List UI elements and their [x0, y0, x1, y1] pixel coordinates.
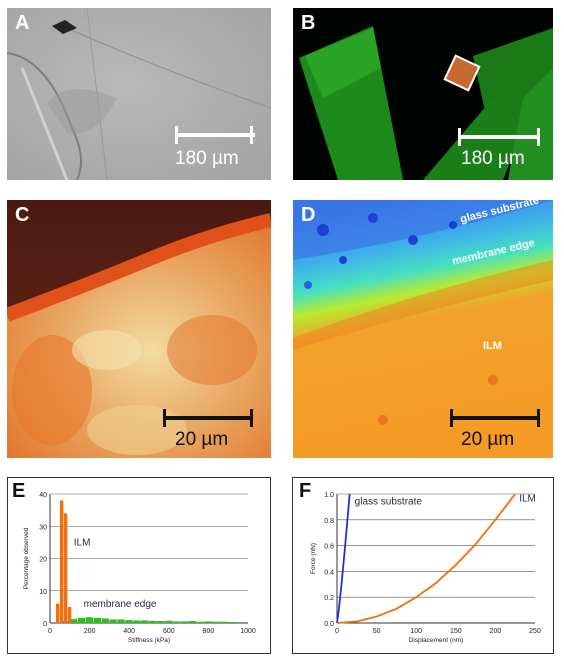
- force-y-tick-label: 0.0: [324, 621, 334, 628]
- hist-bar-membrane-edge: [69, 619, 78, 623]
- hist-x-tick-label: 200: [84, 628, 96, 635]
- hist-y-tick-label: 30: [39, 524, 47, 531]
- hist-bar-membrane-edge: [133, 620, 141, 623]
- hist-bar-membrane-edge: [125, 620, 133, 623]
- hist-bar-membrane-edge: [172, 621, 181, 623]
- hist-y-tick-label: 20: [39, 557, 47, 564]
- hist-bar-ilm: [55, 603, 60, 623]
- scale-label-d: 20 µm: [461, 429, 515, 450]
- scale-bar-b-tick-right: [537, 128, 540, 146]
- force-label-glass-substrate: glass substrate: [355, 496, 423, 507]
- scale-bar-b: [459, 135, 539, 139]
- hist-bar-membrane-edge: [228, 622, 236, 623]
- scale-label-a: 180 µm: [175, 148, 239, 169]
- scale-bar-a-tick-right: [250, 126, 253, 144]
- panel-label-e: E: [12, 480, 26, 502]
- force-x-tick-label: 0: [335, 628, 339, 635]
- force-label-ilm: ILM: [519, 494, 536, 505]
- hist-bar-membrane-edge: [156, 621, 165, 623]
- panel-label-d: D: [301, 204, 316, 226]
- hist-bar-membrane-edge: [93, 617, 101, 623]
- scale-bar-a: [175, 133, 255, 137]
- hist-bar-membrane-edge: [77, 617, 86, 623]
- force-y-tick-label: 0.4: [324, 569, 334, 576]
- force-x-tick-label: 250: [529, 628, 541, 635]
- scale-label-b: 180 µm: [461, 148, 525, 169]
- panel-label-c: C: [15, 204, 30, 226]
- force-y-tick-label: 0.6: [324, 544, 334, 551]
- panel-d-stiffness-map: D glass substrate membrane edge ILM 20 µ…: [293, 200, 553, 458]
- panel-e-histogram: E 0 10 20 30 40 0 200 400 600 800 1000 Stiffness (k…: [7, 477, 271, 654]
- panel-d-image: [293, 200, 553, 458]
- panel-a-image: [7, 8, 271, 180]
- hist-bar-membrane-edge: [109, 619, 117, 623]
- scale-bar-c-tick-left: [163, 409, 166, 427]
- force-x-tick-label: 150: [450, 628, 462, 635]
- annotation-ilm: ILM: [483, 340, 502, 352]
- force-y-tick-label: 0.8: [324, 518, 334, 525]
- force-x-axis-label: Displacement (nm): [409, 637, 464, 644]
- panel-c-topography: C 20 µm: [7, 200, 271, 458]
- panel-b-fluorescence: B 180 µm: [293, 8, 553, 180]
- force-curve-ilm: [336, 493, 516, 624]
- hist-bar-ilm: [67, 606, 72, 623]
- scale-label-c: 20 µm: [175, 429, 229, 450]
- scale-bar-d-tick-right: [537, 409, 540, 427]
- hist-x-tick-label: 600: [163, 628, 175, 635]
- scale-bar-b-tick-left: [458, 128, 461, 146]
- panel-f-force-curves: F 0.0 0.2 0.4 0.6 0.8 1.0 0 50 100 150 200 250 Displ…: [292, 477, 554, 654]
- scale-bar-a-tick-left: [175, 126, 178, 144]
- panel-label-a: A: [15, 12, 30, 34]
- hist-x-tick-label: 1000: [240, 628, 256, 635]
- afm-region-marker: [443, 54, 481, 92]
- hist-y-tick-label: 0: [43, 621, 47, 628]
- scale-bar-d-tick-left: [450, 409, 453, 427]
- force-y-tick-label: 0.2: [324, 595, 334, 602]
- hist-x-tick-label: 0: [48, 628, 52, 635]
- hist-bar-membrane-edge: [117, 619, 125, 623]
- debris-spot: [52, 20, 77, 34]
- scale-bar-d: [451, 416, 539, 420]
- hist-bar-membrane-edge: [196, 621, 204, 623]
- hist-annotation-membrane-edge: membrane edge: [84, 599, 157, 610]
- hist-y-tick-label: 10: [39, 589, 47, 596]
- scale-bar-c-tick-right: [250, 409, 253, 427]
- hist-bar-membrane-edge: [149, 620, 157, 623]
- force-y-axis-label: Force (nN): [310, 543, 317, 574]
- hist-bar-membrane-edge: [204, 621, 212, 623]
- hist-bar-ilm: [63, 513, 68, 623]
- panel-b-image: [293, 8, 553, 180]
- hist-bar-membrane-edge: [188, 621, 197, 623]
- force-curve-glass-substrate: [336, 493, 351, 624]
- hist-bar-membrane-edge: [141, 620, 149, 623]
- panel-a-brightfield: A 180 µm: [7, 8, 271, 180]
- hist-bar-membrane-edge: [212, 621, 220, 623]
- force-x-tick-label: 200: [490, 628, 502, 635]
- hist-annotation-ilm: ILM: [74, 538, 91, 549]
- hist-bar-membrane-edge: [85, 617, 94, 623]
- hist-x-tick-label: 800: [203, 628, 215, 635]
- force-x-tick-label: 50: [373, 628, 381, 635]
- hist-bar-membrane-edge: [220, 621, 228, 623]
- hist-y-axis-label: Percentage observed: [23, 527, 30, 589]
- hist-x-axis-label: Stiffness (kPa): [128, 637, 170, 644]
- hist-bar-membrane-edge: [101, 618, 109, 623]
- force-x-tick-label: 100: [410, 628, 422, 635]
- force-y-tick-label: 1.0: [324, 492, 334, 499]
- hist-y-tick-label: 40: [39, 492, 47, 499]
- force-curve-chart: 0.0 0.2 0.4 0.6 0.8 1.0 0 50 100 150 200 250 Displac…: [310, 492, 541, 644]
- panel-label-f: F: [299, 480, 312, 502]
- hist-bar-membrane-edge: [164, 620, 173, 623]
- panel-label-b: B: [301, 12, 316, 34]
- hist-x-tick-label: 400: [123, 628, 135, 635]
- scale-bar-c: [164, 416, 252, 420]
- hist-bar-ilm: [59, 500, 64, 623]
- panel-c-image: [7, 200, 271, 458]
- hist-bar-membrane-edge: [180, 621, 189, 623]
